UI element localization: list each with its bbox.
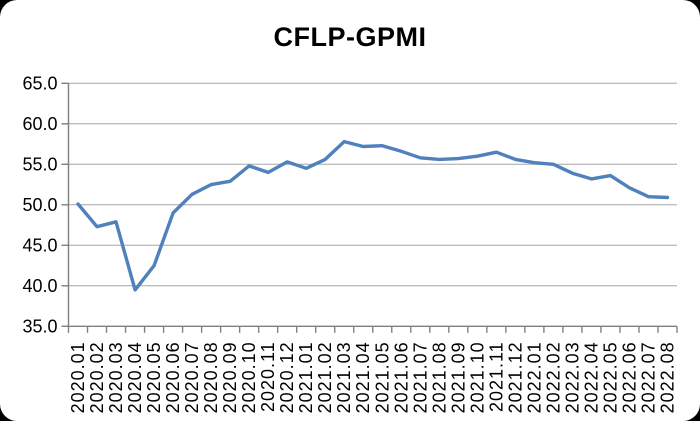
x-tick-label: 2021.02 bbox=[315, 341, 335, 413]
x-tick-label: 2020.07 bbox=[182, 341, 202, 413]
y-tick-label: 35.0 bbox=[22, 316, 57, 336]
x-tick-label: 2021.01 bbox=[296, 341, 316, 413]
x-tick-label: 2021.07 bbox=[410, 341, 430, 413]
x-tick-label: 2022.04 bbox=[581, 341, 601, 413]
y-tick-label: 50.0 bbox=[22, 195, 57, 215]
x-tick-label: 2021.10 bbox=[467, 341, 487, 413]
x-tick-label: 2021.09 bbox=[448, 341, 468, 413]
x-tick-label: 2022.06 bbox=[619, 341, 639, 413]
y-tick-label: 55.0 bbox=[22, 154, 57, 174]
y-tick-label: 65.0 bbox=[22, 73, 57, 93]
x-tick-label: 2022.07 bbox=[638, 341, 658, 413]
x-tick-label: 2022.02 bbox=[543, 341, 563, 413]
data-series-line bbox=[76, 139, 670, 292]
x-tick-label: 2020.06 bbox=[163, 341, 183, 413]
x-tick-label: 2020.10 bbox=[239, 341, 259, 413]
x-tick-label: 2020.08 bbox=[201, 341, 221, 413]
x-tick-label: 2022.03 bbox=[562, 341, 582, 413]
y-tick-label: 40.0 bbox=[22, 276, 57, 296]
x-tick-label: 2020.04 bbox=[125, 341, 145, 413]
x-tick-label: 2022.05 bbox=[600, 341, 620, 413]
x-tick-label: 2021.11 bbox=[486, 341, 506, 412]
x-tick-label: 2021.06 bbox=[391, 341, 411, 413]
x-tick-label: 2021.08 bbox=[429, 341, 449, 413]
x-tick-label: 2022.01 bbox=[524, 341, 544, 413]
x-tick-label: 2021.12 bbox=[505, 341, 525, 413]
x-tick-label: 2021.04 bbox=[353, 341, 373, 413]
chart-title: CFLP-GPMI bbox=[273, 22, 427, 52]
x-tick-label: 2020.09 bbox=[220, 341, 240, 413]
y-tick-label: 60.0 bbox=[22, 114, 57, 134]
x-tick-label: 2020.01 bbox=[68, 341, 88, 413]
x-tick-label: 2022.08 bbox=[657, 341, 677, 413]
x-tick-label: 2021.05 bbox=[372, 341, 392, 413]
x-tick-label: 2020.02 bbox=[87, 341, 107, 413]
x-tick-label: 2020.03 bbox=[106, 341, 126, 413]
x-tick-label: 2020.05 bbox=[144, 341, 164, 413]
x-tick-label: 2020.12 bbox=[277, 341, 297, 413]
x-tick-label: 2021.03 bbox=[334, 341, 354, 413]
x-tick-label: 2020.11 bbox=[258, 341, 278, 412]
y-tick-label: 45.0 bbox=[22, 235, 57, 255]
